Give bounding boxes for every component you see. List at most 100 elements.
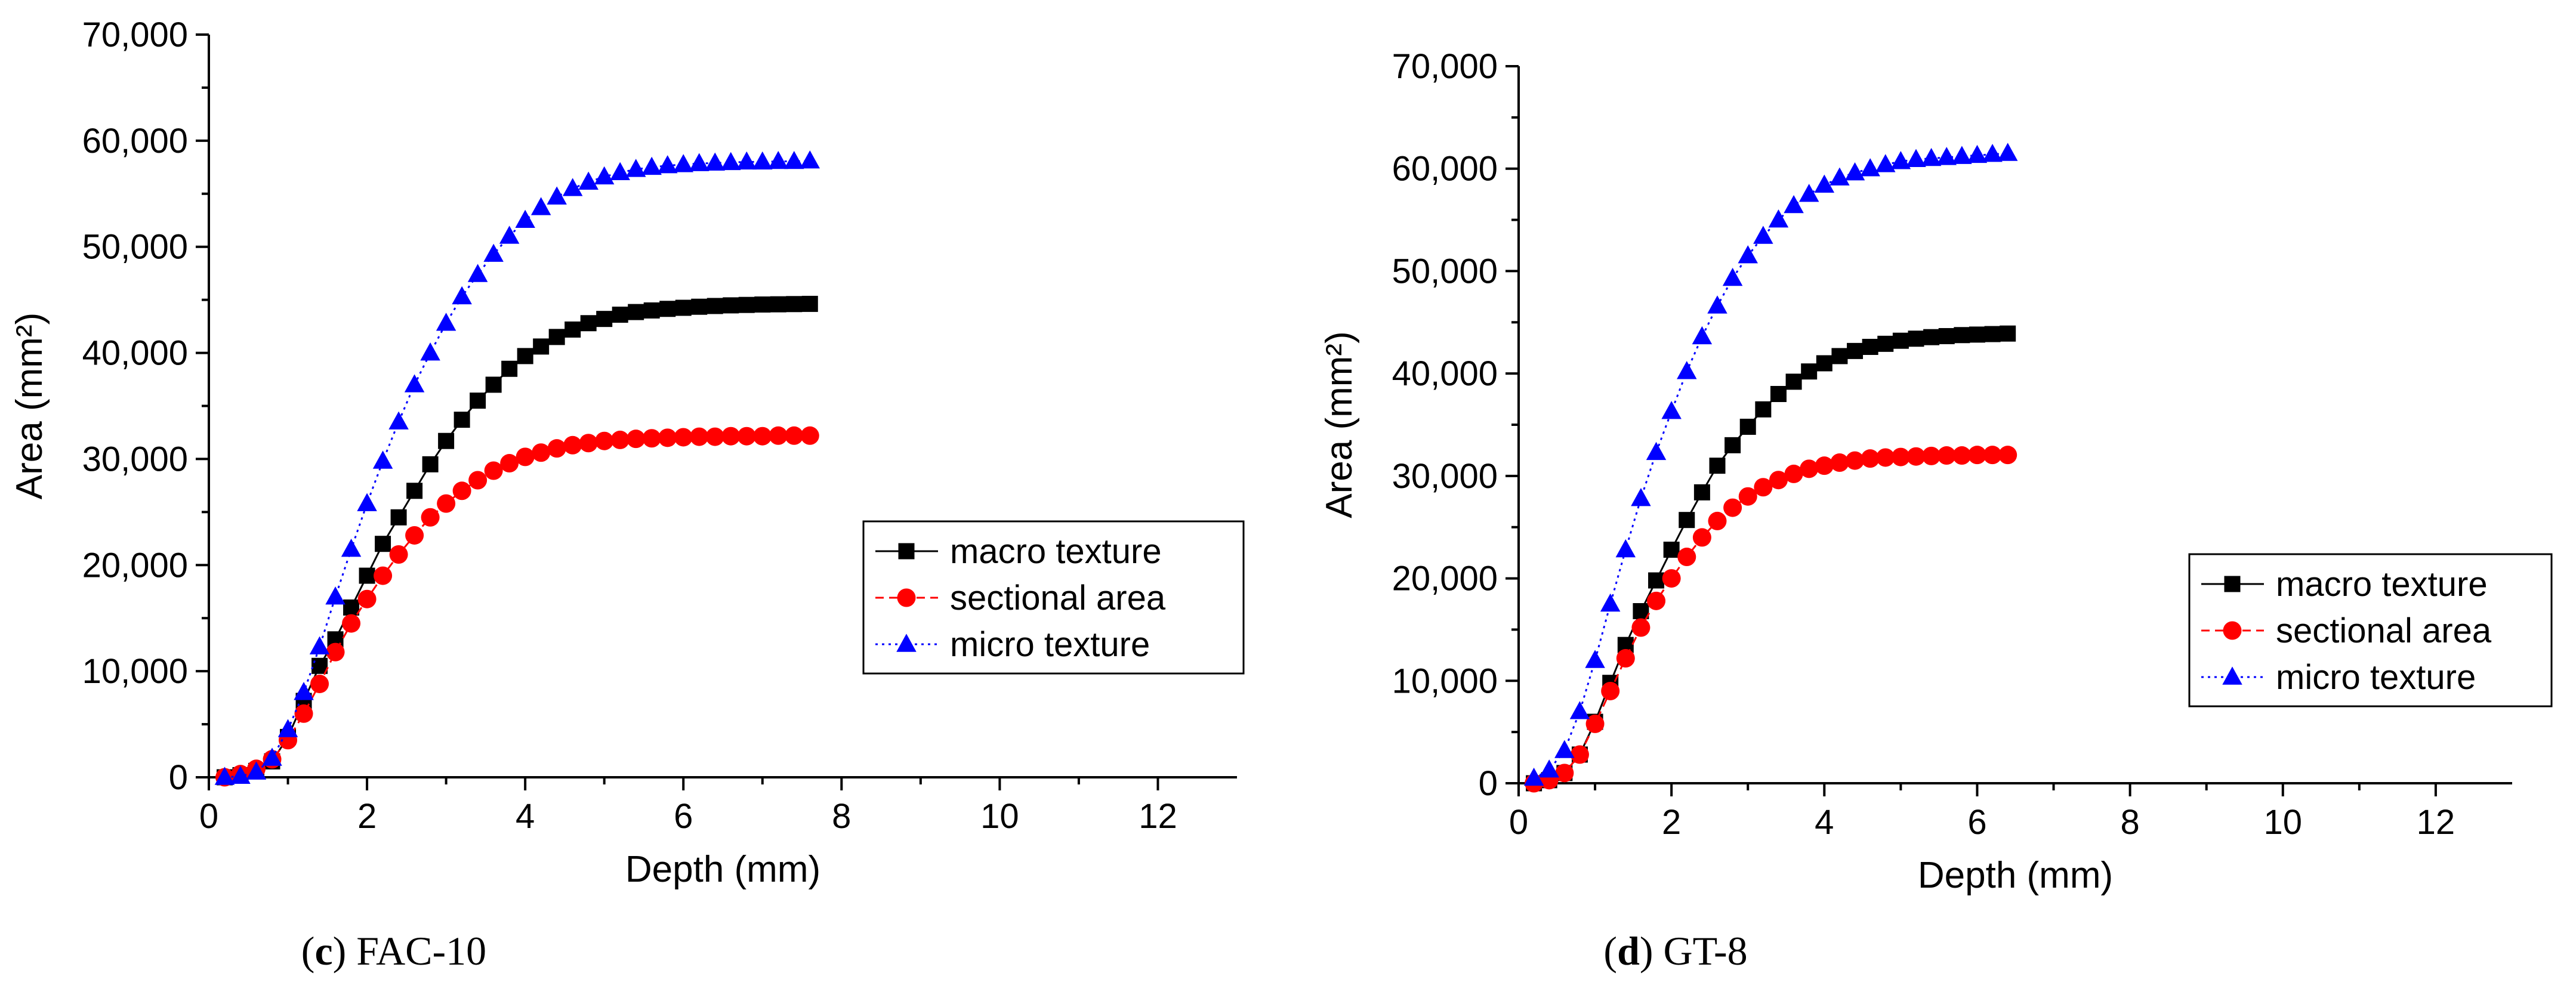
data-point: [230, 765, 251, 784]
data-point: [1646, 441, 1667, 461]
data-point: [1997, 143, 2018, 161]
data-point: [800, 150, 820, 169]
data-point: [262, 747, 282, 766]
data-point: [1724, 437, 1741, 453]
data-point: [1921, 147, 1942, 166]
data-point: [721, 427, 741, 446]
data-point: [1661, 401, 1682, 419]
x-tick-label: 8: [2120, 803, 2139, 842]
data-point: [594, 166, 615, 185]
data-point: [784, 150, 804, 169]
data-point: [1861, 449, 1880, 468]
data-point: [436, 313, 456, 331]
x-tick-label: 2: [1662, 803, 1681, 842]
data-point: [2000, 325, 2016, 342]
y-tick-label: 30,000: [82, 440, 188, 478]
data-point: [1923, 329, 1940, 345]
data-point: [405, 526, 424, 545]
data-point: [1798, 184, 1819, 202]
y-tick-label: 40,000: [1392, 354, 1498, 393]
data-point: [468, 471, 488, 490]
data-point: [246, 761, 267, 780]
series-line: [1533, 152, 2008, 779]
data-point: [342, 614, 361, 633]
legend-box: [862, 520, 1245, 675]
y-tick-label: 0: [169, 758, 188, 797]
caption-letter: c: [314, 928, 333, 974]
data-point: [736, 151, 757, 170]
data-point: [547, 439, 566, 458]
data-point: [1952, 146, 1972, 164]
data-point: [1984, 326, 2001, 342]
data-point: [1906, 447, 1926, 466]
y-tick-label: 20,000: [1392, 560, 1498, 598]
data-point: [1922, 446, 1941, 465]
data-point: [467, 264, 488, 282]
series-sectional-area: [215, 426, 819, 787]
x-tick-label: 0: [1509, 803, 1528, 842]
data-point: [1770, 385, 1787, 402]
plot-area: 0 2 4 6 8 10 12 0 10,000 20,000 30,000 40,000 50,000…: [1319, 47, 2553, 896]
data-point: [753, 427, 772, 446]
data-point: [277, 719, 298, 737]
data-point: [1523, 767, 1544, 786]
data-point: [1800, 459, 1819, 478]
data-point: [642, 429, 661, 448]
data-point: [470, 393, 486, 409]
data-point: [1631, 618, 1651, 637]
caption-text: GT-8: [1663, 928, 1748, 974]
data-point: [1967, 144, 1988, 163]
series-micro-texture: [1523, 143, 2018, 786]
data-point: [1860, 158, 1880, 177]
data-point: [1707, 295, 1727, 314]
legend-label: macro texture: [950, 532, 1162, 571]
data-point: [294, 682, 314, 700]
data-point: [1952, 446, 1972, 465]
chart-panel-gt8: 0 2 4 6 8 10 12 0 10,000 20,000 30,000 40,000 50,000…: [1288, 0, 2575, 998]
data-point: [532, 443, 551, 462]
data-point: [454, 412, 470, 428]
data-point: [1754, 478, 1773, 497]
data-point: [1785, 373, 1802, 390]
data-point: [723, 297, 739, 314]
data-point: [1755, 401, 1772, 418]
data-point: [625, 159, 646, 177]
data-point: [659, 301, 676, 317]
series-line: [1534, 454, 2008, 784]
data-point: [785, 426, 804, 445]
x-tick-label: 8: [832, 797, 851, 836]
data-point: [517, 348, 533, 364]
data-point: [1816, 355, 1832, 372]
legend-marker: [898, 543, 915, 560]
data-point: [452, 481, 471, 500]
y-tick-label: 30,000: [1392, 457, 1498, 496]
data-point: [388, 411, 409, 430]
chart-panel-fac10: 0 2 4 6 8 10 12 0 10,000 20,000 30,000 40,000 50,000…: [9, 16, 1245, 974]
data-point: [707, 298, 723, 314]
data-point: [1601, 681, 1620, 700]
data-point: [1677, 361, 1697, 379]
data-point: [501, 360, 518, 377]
data-point: [643, 302, 660, 319]
data-point: [578, 171, 599, 190]
data-point: [1600, 593, 1621, 612]
data-point: [1814, 174, 1835, 193]
data-point: [1693, 484, 1710, 500]
data-point: [294, 704, 313, 723]
data-point: [1647, 591, 1666, 610]
data-point: [673, 154, 693, 172]
data-point: [325, 586, 345, 605]
data-point: [1908, 330, 1924, 347]
data-point: [563, 435, 582, 455]
data-point: [357, 493, 377, 511]
series-line: [224, 434, 810, 778]
data-point: [326, 642, 345, 662]
data-point: [610, 162, 630, 180]
data-point: [612, 307, 628, 323]
data-point: [1679, 512, 1695, 529]
data-point: [530, 197, 551, 215]
data-point: [406, 483, 423, 499]
data-point: [1723, 498, 1742, 517]
legend-marker: [2222, 666, 2242, 685]
data-point: [499, 225, 520, 244]
